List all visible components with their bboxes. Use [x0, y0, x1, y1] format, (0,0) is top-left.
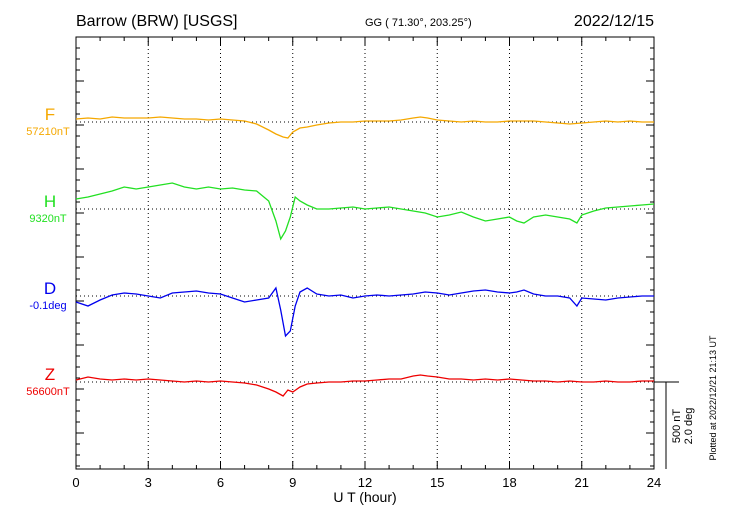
- x-tick-label-9: 9: [289, 475, 296, 490]
- plotted-timestamp: Plotted at 2022/12/21 21:13 UT: [708, 335, 718, 461]
- series-line-F: [75, 116, 654, 139]
- series-name-H: H: [44, 192, 56, 211]
- date-label: 2022/12/15: [574, 13, 654, 30]
- series-name-F: F: [45, 105, 55, 124]
- coordinates-label: GG ( 71.30°, 203.25°): [365, 17, 472, 29]
- series-line-Z: [75, 374, 654, 397]
- vertical-grid: [147, 37, 583, 469]
- x-axis-label: U T (hour): [333, 489, 396, 505]
- station-title: Barrow (BRW) [USGS]: [76, 13, 238, 30]
- side-ticks: [76, 47, 654, 467]
- series-baseline-label-F: 57210nT: [26, 126, 70, 138]
- scale-deg-label: 2.0 deg: [683, 408, 695, 445]
- series-line-H: [75, 182, 655, 241]
- x-tick-label-0: 0: [72, 475, 79, 490]
- series-name-D: D: [44, 279, 56, 298]
- x-tick-label-24: 24: [647, 475, 661, 490]
- x-axis-ticks: 0 3 6 9 12 15 18 21 24: [72, 37, 661, 490]
- x-tick-label-15: 15: [430, 475, 444, 490]
- series-name-Z: Z: [45, 365, 55, 384]
- series-baseline-label-D: -0.1deg: [29, 300, 66, 312]
- series-baseline-label-Z: 56600nT: [26, 386, 70, 398]
- series-labels: F 57210nT H 9320nT D -0.1deg Z 56600nT: [26, 105, 70, 398]
- series-baseline-label-H: 9320nT: [29, 213, 67, 225]
- scale-bar: 500 nT 2.0 deg: [654, 381, 695, 469]
- x-tick-label-6: 6: [217, 475, 224, 490]
- series-lines: [75, 116, 655, 397]
- x-tick-label-21: 21: [575, 475, 589, 490]
- series-line-D: [75, 286, 654, 338]
- x-tick-label-12: 12: [358, 475, 372, 490]
- x-tick-label-18: 18: [502, 475, 516, 490]
- scale-nt-label: 500 nT: [671, 409, 683, 444]
- x-tick-label-3: 3: [145, 475, 152, 490]
